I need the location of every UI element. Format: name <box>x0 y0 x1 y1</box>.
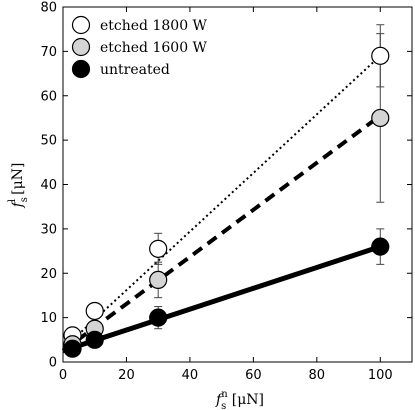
data-point-series-0 <box>149 239 168 258</box>
y-tick-label: 30 <box>40 222 57 237</box>
y-tick-label: 60 <box>40 89 57 104</box>
legend: etched 1800 W etched 1600 W untreated <box>71 15 208 79</box>
legend-label-etched-1600w: etched 1600 W <box>100 40 208 56</box>
y-tick-label: 80 <box>40 1 57 16</box>
plot-frame <box>62 6 413 363</box>
data-point-series-2 <box>85 330 104 349</box>
legend-label-untreated: untreated <box>100 62 170 78</box>
y-tick-label: 70 <box>40 45 57 60</box>
x-tick-label: 100 <box>368 368 393 383</box>
data-points <box>63 46 390 358</box>
data-point-series-0 <box>85 301 104 321</box>
y-tick-label: 40 <box>40 178 57 193</box>
fit-line-series-2 <box>62 244 382 354</box>
x-tick-label: 40 <box>182 368 199 383</box>
x-axis-label: fsn [μN] <box>215 389 264 410</box>
fit-lines <box>61 55 382 354</box>
data-point-series-0 <box>371 46 390 65</box>
fit-line-series-0 <box>62 55 381 350</box>
y-tick-label: 50 <box>40 134 57 149</box>
fit-line-series-1 <box>61 114 382 353</box>
data-point-series-1 <box>371 108 390 128</box>
y-tick-label: 0 <box>49 356 57 371</box>
legend-marker-untreated <box>71 59 91 79</box>
legend-label-etched-1800w: etched 1800 W <box>100 18 208 34</box>
data-point-series-2 <box>371 237 390 256</box>
y-axis-label: fsl[μN] <box>7 163 30 209</box>
data-point-series-2 <box>63 339 82 358</box>
x-tick-label: 60 <box>245 368 262 383</box>
data-point-series-1 <box>149 270 168 290</box>
data-point-series-2 <box>149 308 168 327</box>
y-tick-label: 10 <box>40 311 57 326</box>
x-tick-label: 0 <box>59 368 67 383</box>
x-tick-label: 20 <box>118 368 135 383</box>
y-tick-label: 20 <box>40 267 57 282</box>
legend-marker-etched-1600w <box>71 37 91 57</box>
ticks: 0 20 40 60 80 100 0 10 20 30 40 50 60 70 80 <box>40 1 412 383</box>
x-tick-label: 80 <box>309 368 326 383</box>
legend-marker-etched-1800w <box>71 15 91 35</box>
